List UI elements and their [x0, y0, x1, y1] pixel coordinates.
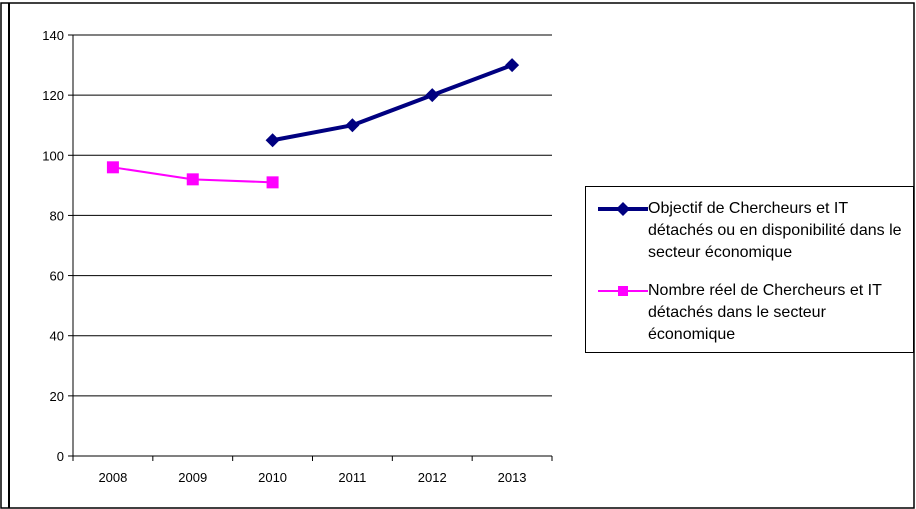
data-point-square	[186, 173, 199, 186]
legend-swatch-nombre-reel	[598, 286, 648, 296]
data-point-diamond	[425, 88, 440, 103]
x-tick-label: 2011	[338, 470, 366, 485]
y-tick-label: 0	[57, 449, 64, 464]
x-tick-label: 2008	[98, 470, 127, 485]
axes: 0 20 40 60 80 100 120 140 2008 2009 2010 2011 2012 20…	[42, 28, 553, 485]
series-line-0	[272, 63, 513, 143]
data-point-diamond	[265, 133, 280, 148]
data-point-square	[266, 176, 279, 189]
data-point-diamond	[345, 118, 360, 133]
y-tick-label: 100	[42, 148, 64, 163]
y-tick-label: 40	[50, 329, 64, 344]
legend-entry-objectif: Objectif de Chercheurs et IT détachés ou…	[598, 200, 903, 264]
x-tick-label: 2013	[498, 470, 527, 485]
y-tick-label: 20	[50, 389, 64, 404]
x-tick-label: 2009	[178, 470, 207, 485]
x-tick-label: 2010	[258, 470, 287, 485]
y-tick-label: 80	[50, 208, 64, 223]
data-point-diamond	[505, 58, 520, 73]
y-tick-label: 120	[42, 88, 64, 103]
gridlines	[73, 34, 552, 397]
legend-entry-nombre-reel: Nombre réel de Chercheurs et IT détachés…	[598, 282, 903, 346]
legend-label-nombre-reel: Nombre réel de Chercheurs et IT détachés…	[648, 282, 882, 343]
x-tick-label: 2012	[418, 470, 447, 485]
data-point-square	[106, 161, 119, 174]
legend-swatch-objectif	[598, 202, 648, 216]
series-lines	[106, 58, 520, 189]
legend-label-objectif: Objectif de Chercheurs et IT détachés ou…	[648, 200, 902, 261]
legend: Objectif de Chercheurs et IT détachés ou…	[585, 186, 914, 353]
y-tick-label: 140	[42, 28, 64, 43]
y-tick-label: 60	[50, 269, 64, 284]
